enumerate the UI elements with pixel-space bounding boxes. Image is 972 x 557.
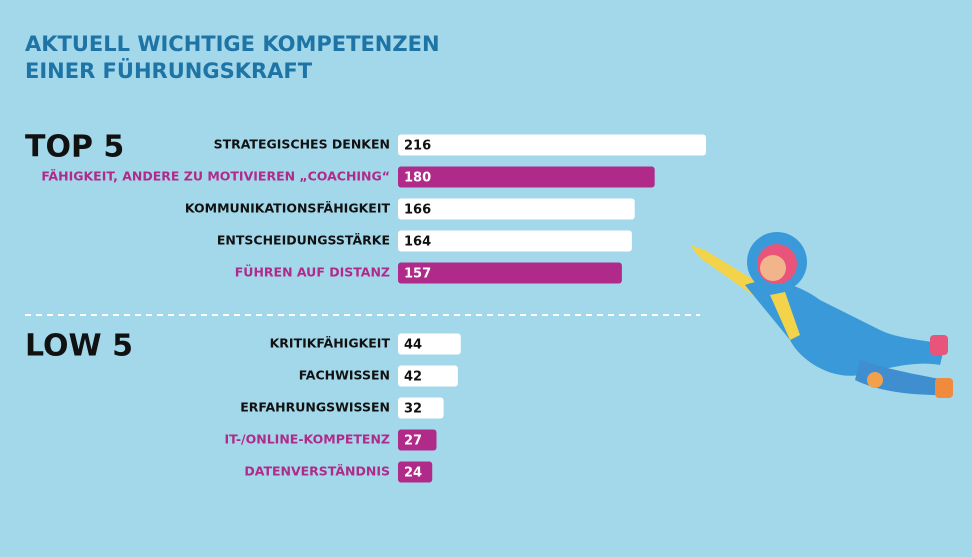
bar: [398, 166, 655, 188]
title-line: AKTUELL WICHTIGE KOMPETENZEN: [25, 32, 440, 56]
category-label: IT-/ONLINE-KOMPETENZ: [225, 432, 390, 447]
bar: [398, 262, 622, 284]
value-label: 164: [404, 235, 431, 250]
value-label: 32: [404, 402, 422, 417]
bar: [398, 397, 444, 419]
category-label: DATENVERSTÄNDNIS: [244, 464, 390, 479]
category-label: FÜHREN AUF DISTANZ: [235, 265, 390, 280]
astronaut-illustration: [690, 232, 953, 398]
value-label: 157: [404, 267, 431, 282]
category-label: FACHWISSEN: [299, 368, 390, 383]
bar: [398, 198, 635, 220]
value-label: 27: [404, 434, 422, 449]
value-label: 24: [404, 466, 422, 481]
value-label: 44: [404, 338, 422, 353]
group-title: LOW 5: [25, 329, 133, 364]
value-label: 216: [404, 139, 431, 154]
bar: [398, 365, 458, 387]
category-label: STRATEGISCHES DENKEN: [214, 137, 390, 152]
bar: [398, 461, 433, 483]
category-label: KOMMUNIKATIONSFÄHIGKEIT: [185, 201, 391, 216]
category-label: KRITIKFÄHIGKEIT: [270, 336, 391, 351]
category-label: ENTSCHEIDUNGSSTÄRKE: [217, 233, 390, 248]
title-line: EINER FÜHRUNGSKRAFT: [25, 58, 313, 83]
bar: [398, 134, 707, 156]
bar: [398, 333, 461, 355]
group-title: TOP 5: [25, 130, 124, 165]
value-label: 180: [404, 171, 431, 186]
bar: [398, 429, 437, 451]
category-label: FÄHIGKEIT, ANDERE ZU MOTIVIEREN „COACHIN…: [41, 169, 390, 184]
value-label: 42: [404, 370, 422, 385]
value-label: 166: [404, 203, 431, 218]
category-label: ERFAHRUNGSWISSEN: [240, 400, 390, 415]
bar: [398, 230, 632, 252]
